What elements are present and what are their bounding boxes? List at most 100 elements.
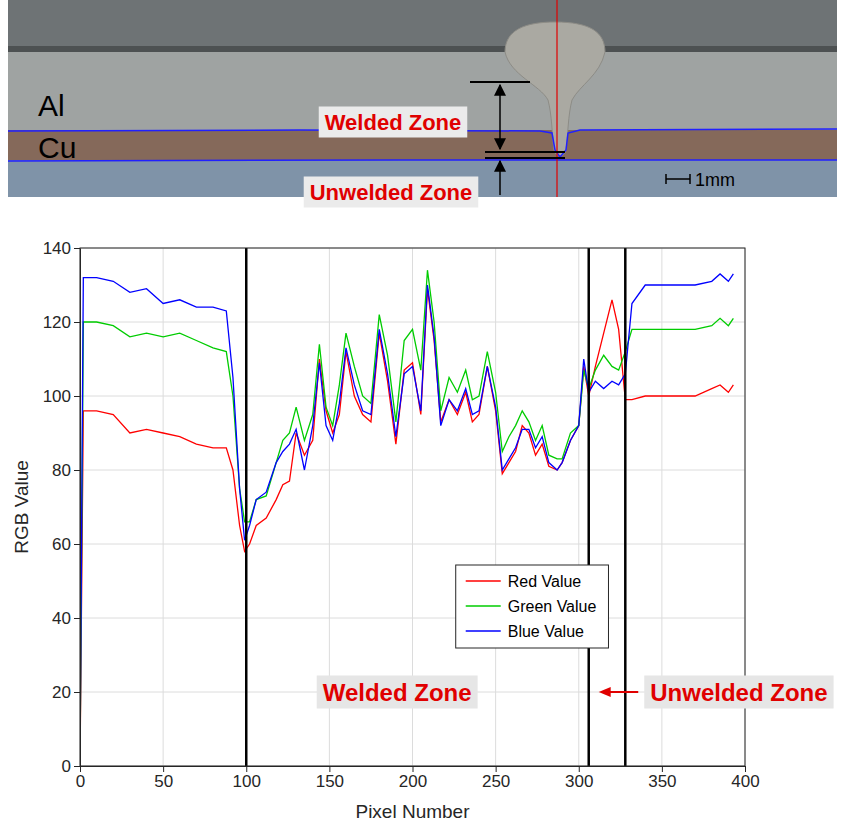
dimension-tick	[485, 151, 565, 153]
legend-label: Green Value	[508, 598, 597, 615]
tick-label: 120	[43, 313, 71, 332]
layer-label: Cu	[38, 131, 76, 164]
plot-area	[80, 248, 733, 766]
tick-label: 250	[482, 772, 510, 791]
grid-line	[578, 248, 579, 766]
tick: 0	[76, 766, 85, 791]
annotation-arrowhead	[599, 687, 611, 697]
axis-line	[80, 249, 81, 767]
tick-label: 80	[52, 461, 71, 480]
tick-mark	[74, 692, 80, 693]
scale-bar	[666, 178, 690, 180]
data-line	[80, 270, 733, 766]
grid-line	[163, 248, 164, 766]
zone-label: Welded Zone	[319, 107, 468, 138]
tick-label: 200	[399, 772, 427, 791]
zone-boundary	[624, 248, 627, 766]
dimension-tick	[470, 81, 530, 83]
tick-mark	[74, 544, 80, 545]
tick: 150	[316, 766, 344, 791]
tick-label: 100	[43, 387, 71, 406]
zone-label-text: Unwelded Zone	[310, 180, 473, 205]
grid-line	[246, 248, 247, 766]
zone-label-text: Welded Zone	[325, 110, 462, 135]
legend-swatch	[466, 605, 501, 607]
tick: 80	[52, 461, 80, 480]
tick: 300	[565, 766, 593, 791]
label-background	[304, 177, 479, 208]
annotation-arrow	[609, 691, 639, 693]
tick: 350	[648, 766, 676, 791]
tick: 120	[43, 313, 80, 332]
y-axis: 0 20 40 60 80 100 120 140	[43, 239, 81, 776]
tick-label: 0	[62, 757, 71, 776]
tick: 100	[43, 387, 80, 406]
annotation-text: Unwelded Zone	[650, 679, 827, 706]
annotation: Welded Zone	[317, 676, 478, 709]
boundary-line	[8, 160, 837, 161]
tick-label: 300	[565, 772, 593, 791]
data-line	[80, 289, 733, 766]
cross-section: Al Cu Welded Zone Unwelded Zone 1mm	[8, 0, 837, 208]
tick-label: 140	[43, 239, 71, 258]
tick-label: 40	[52, 609, 71, 628]
tick-mark	[74, 766, 80, 767]
weld-nugget	[505, 22, 605, 156]
tick: 50	[154, 766, 173, 791]
legend-box	[456, 565, 609, 648]
tick-mark	[74, 322, 80, 323]
zone-boundary	[245, 248, 248, 766]
annotation-background	[644, 676, 833, 709]
y-axis-title: RGB Value	[11, 460, 32, 554]
tick: 60	[52, 535, 80, 554]
tick-label: 20	[52, 683, 71, 702]
grid-line	[80, 618, 745, 619]
layer-label: Al	[38, 89, 65, 122]
tick-label: 150	[316, 772, 344, 791]
scale-bar	[665, 174, 667, 184]
dimension-arrow	[499, 161, 501, 195]
dimension-tick	[485, 157, 565, 159]
tick-label: 400	[731, 772, 759, 791]
grid-line	[80, 544, 745, 545]
label-background	[319, 107, 468, 138]
tick: 20	[52, 683, 80, 702]
figure: Al Cu Welded Zone Unwelded Zone 1mm 0 50 100 150…	[0, 0, 845, 828]
tick-mark	[74, 618, 80, 619]
section-line	[556, 0, 557, 197]
zone-label: Unwelded Zone	[304, 177, 479, 208]
tick-label: 350	[648, 772, 676, 791]
legend-swatch	[466, 580, 501, 582]
data-line	[80, 274, 733, 766]
grid-line	[80, 322, 745, 323]
legend-swatch	[466, 630, 501, 632]
dimension-arrow	[499, 85, 501, 149]
legend: Red ValueGreen ValueBlue Value	[456, 565, 609, 648]
background	[8, 0, 837, 197]
x-axis-title: Pixel Number	[355, 801, 470, 822]
tick-label: 100	[233, 772, 261, 791]
tick-mark	[74, 470, 80, 471]
chart: 0 50 100 150 200 250 300 350 400 0 20 40 60 80 100 120 1…	[11, 239, 834, 822]
tick-label: 0	[76, 772, 85, 791]
tick-mark	[74, 248, 80, 249]
annotation-background	[317, 676, 478, 709]
tick-mark	[74, 396, 80, 397]
tick: 400	[731, 766, 759, 791]
tick-label: 50	[154, 772, 173, 791]
annotations: Welded Zone Unwelded Zone	[317, 676, 834, 709]
tick: 250	[482, 766, 510, 791]
tick: 200	[399, 766, 427, 791]
tick: 40	[52, 609, 80, 628]
tick: 100	[233, 766, 261, 791]
x-axis: 0 50 100 150 200 250 300 350 400	[76, 766, 760, 791]
scale-label: 1mm	[695, 170, 735, 190]
scale-bar	[689, 174, 691, 184]
annotation: Unwelded Zone	[599, 676, 834, 709]
edge-band	[8, 46, 837, 52]
grid-line	[80, 470, 745, 471]
legend-label: Blue Value	[508, 623, 584, 640]
annotation-text: Welded Zone	[323, 679, 472, 706]
top-surface	[8, 0, 837, 46]
grid-line	[495, 248, 496, 766]
